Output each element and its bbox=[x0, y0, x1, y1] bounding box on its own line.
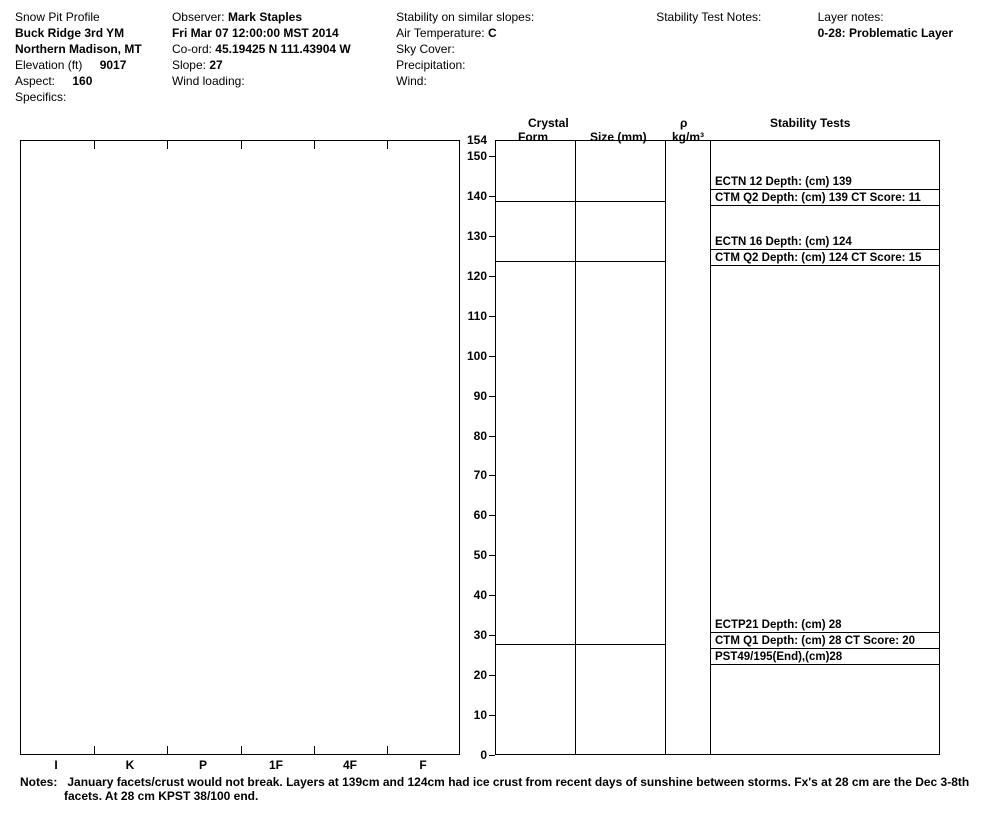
hardness-x-label: P bbox=[199, 758, 207, 772]
hardness-x-label: F bbox=[419, 758, 426, 772]
layer-notes-label: Layer notes: bbox=[818, 10, 979, 24]
skycover-row: Sky Cover: bbox=[396, 42, 656, 56]
slope-row: Slope: 27 bbox=[172, 58, 396, 72]
rho-header: ρ bbox=[680, 116, 687, 130]
hardness-chart bbox=[20, 140, 460, 755]
precip-row: Precipitation: bbox=[396, 58, 656, 72]
depth-label: 110 bbox=[468, 309, 487, 323]
stability-similar-row: Stability on similar slopes: bbox=[396, 10, 656, 24]
notes-line1: January facets/crust would not break. La… bbox=[61, 775, 970, 789]
depth-label: 40 bbox=[474, 588, 487, 602]
stability-notes-row: Stability Test Notes: bbox=[656, 10, 817, 24]
aspect-row: Aspect: 160 bbox=[15, 74, 172, 88]
location-name: Buck Ridge 3rd YM bbox=[15, 26, 172, 40]
header-col-1: Snow Pit Profile Buck Ridge 3rd YM North… bbox=[15, 10, 172, 104]
wind-row: Wind: bbox=[396, 74, 656, 88]
depth-label: 100 bbox=[467, 349, 487, 363]
depth-label: 130 bbox=[467, 229, 487, 243]
depth-label: 30 bbox=[474, 628, 487, 642]
stability-test-entry: CTM Q1 Depth: (cm) 28 CT Score: 20 bbox=[715, 635, 937, 647]
notes-line2: facets. At 28 cm KPST 38/100 end. bbox=[64, 789, 974, 803]
depth-label: 20 bbox=[474, 668, 487, 682]
stability-test-entry: PST49/195(End),(cm)28 bbox=[715, 651, 937, 663]
depth-label: 120 bbox=[467, 269, 487, 283]
depth-label: 80 bbox=[474, 429, 487, 443]
stability-test-entry: CTM Q2 Depth: (cm) 139 CT Score: 11 bbox=[715, 192, 937, 204]
depth-label: 0 bbox=[480, 748, 487, 762]
specifics-row: Specifics: bbox=[15, 90, 172, 104]
hardness-x-label: K bbox=[126, 758, 135, 772]
date-row: Fri Mar 07 12:00:00 MST 2014 bbox=[172, 26, 396, 40]
hardness-x-label: 4F bbox=[343, 758, 357, 772]
notes-label: Notes: bbox=[20, 775, 57, 789]
notes-block: Notes: January facets/crust would not br… bbox=[20, 775, 974, 803]
depth-label: 70 bbox=[474, 468, 487, 482]
depth-label: 140 bbox=[467, 189, 487, 203]
elevation-row: Elevation (ft) 9017 bbox=[15, 58, 172, 72]
depth-label: 150 bbox=[467, 149, 487, 163]
depth-label: 50 bbox=[474, 548, 487, 562]
stability-column: ECTN 12 Depth: (cm) 139 CTM Q2 Depth: (cm… bbox=[711, 141, 939, 754]
windloading-row: Wind loading: bbox=[172, 74, 396, 88]
stability-test-entry: ECTP21 Depth: (cm) 28 bbox=[715, 619, 937, 631]
header-col-3: Stability on similar slopes: Air Tempera… bbox=[396, 10, 656, 104]
stability-test-entry: ECTN 12 Depth: (cm) 139 bbox=[715, 176, 937, 188]
region-name: Northern Madison, MT bbox=[15, 42, 172, 56]
hardness-x-label: 1F bbox=[269, 758, 283, 772]
depth-label: 10 bbox=[474, 708, 487, 722]
depth-label: 60 bbox=[474, 508, 487, 522]
header-col-5: Layer notes: 0-28: Problematic Layer bbox=[818, 10, 979, 104]
crystal-size-column bbox=[576, 141, 666, 754]
layer-notes-value: 0-28: Problematic Layer bbox=[818, 26, 979, 40]
airtemp-row: Air Temperature: C bbox=[396, 26, 656, 40]
depth-label: 154 bbox=[467, 133, 487, 147]
crystal-form-column bbox=[496, 141, 576, 754]
depth-label: 90 bbox=[474, 389, 487, 403]
profile-title: Snow Pit Profile bbox=[15, 10, 172, 24]
density-column bbox=[666, 141, 711, 754]
depth-axis: 1540102030405060708090100110120130140150 bbox=[465, 140, 495, 755]
header-col-2: Observer: Mark Staples Fri Mar 07 12:00:… bbox=[172, 10, 396, 104]
observer-row: Observer: Mark Staples bbox=[172, 10, 396, 24]
stability-test-entry: ECTN 16 Depth: (cm) 124 bbox=[715, 236, 937, 248]
stability-header: Stability Tests bbox=[770, 116, 850, 130]
header-col-4: Stability Test Notes: bbox=[656, 10, 817, 104]
layer-table: ECTN 12 Depth: (cm) 139 CTM Q2 Depth: (cm… bbox=[495, 140, 940, 755]
crystal-header: Crystal bbox=[528, 116, 569, 130]
coord-row: Co-ord: 45.19425 N 111.43904 W bbox=[172, 42, 396, 56]
hardness-x-label: I bbox=[54, 758, 57, 772]
stability-test-entry: CTM Q2 Depth: (cm) 124 CT Score: 15 bbox=[715, 252, 937, 264]
header-block: Snow Pit Profile Buck Ridge 3rd YM North… bbox=[0, 0, 994, 109]
